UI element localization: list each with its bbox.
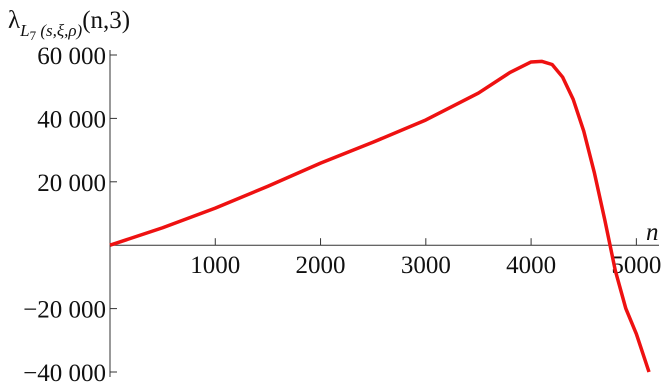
y-title-part: (n,3)	[82, 7, 130, 34]
y-tick-label: −20 000	[23, 297, 106, 324]
y-title-part: λ	[8, 7, 20, 34]
x-axis-title: n	[646, 219, 659, 246]
x-tick-label: 1000	[190, 252, 240, 279]
y-title-part: 7	[30, 28, 37, 43]
y-tick-label: −40 000	[23, 360, 106, 387]
x-tick-label: 3000	[401, 252, 451, 279]
y-tick-label: 40 000	[37, 106, 106, 133]
y-axis-title: λL7 (s,ξ,ρ)(n,3)	[8, 7, 130, 43]
x-tick-label: 2000	[296, 252, 346, 279]
y-title-part: L	[19, 21, 29, 40]
y-tick-label: 60 000	[37, 43, 106, 70]
y-title-part: (s,ξ,ρ)	[36, 21, 82, 40]
y-tick-label: 20 000	[37, 170, 106, 197]
x-tick-label: 4000	[506, 252, 556, 279]
x-tick-label: 5000	[611, 252, 661, 279]
line-series	[109, 59, 651, 373]
